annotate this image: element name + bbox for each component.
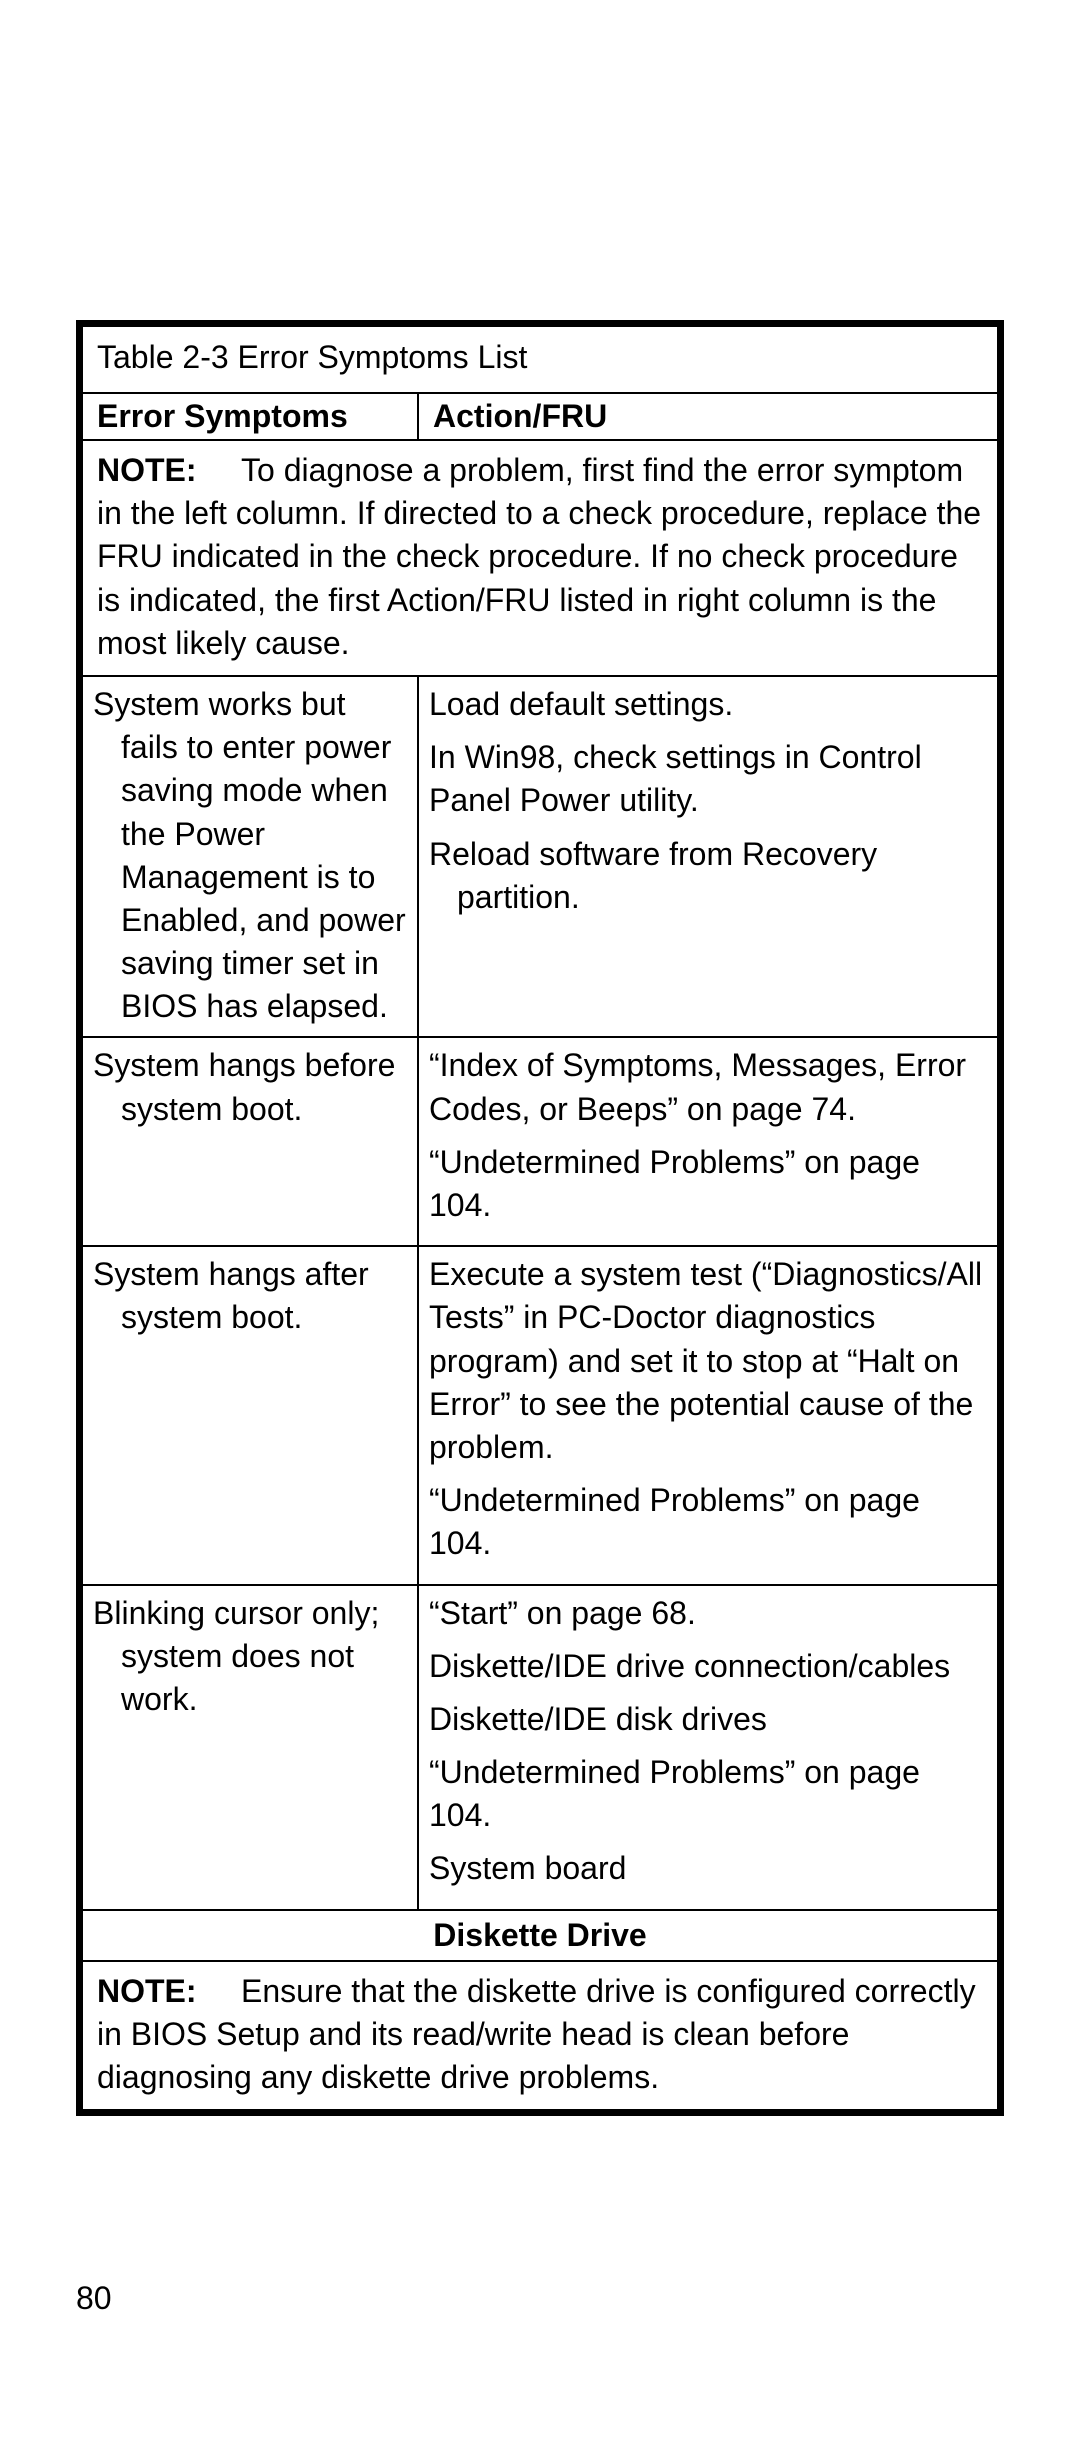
symptom-cell: System works but fails to enter power sa… [83,675,417,1037]
page-content: Table 2-3 Error Symptoms List Error Symp… [76,320,1004,2116]
subheading-diskette-drive: Diskette Drive [83,1909,997,1960]
note-2-text: Ensure that the diskette drive is config… [97,1973,976,2095]
action-item: Load default settings. [429,683,987,726]
subheading-row: Diskette Drive [83,1909,997,1960]
action-item: “Undetermined Problems” on page 104. [429,1751,987,1837]
note-1-label: NOTE: [97,452,197,488]
symptom-cell: System hangs after system boot. [83,1245,417,1583]
note-1-text: To diagnose a problem, first find the er… [97,452,981,661]
note-1-cell: NOTE: To diagnose a problem, first find … [83,441,997,675]
header-action-fru: Action/FRU [417,392,997,441]
action-item: Diskette/IDE drive connection/cables [429,1645,987,1688]
table-caption: Table 2-3 Error Symptoms List [83,327,997,392]
action-item: “Index of Symptoms, Messages, Error Code… [429,1044,987,1130]
action-cell: Load default settings. In Win98, check s… [417,675,997,1037]
note-2-cell: NOTE: Ensure that the diskette drive is … [83,1960,997,2110]
note-row-2: NOTE: Ensure that the diskette drive is … [83,1960,997,2110]
action-cell: “Start” on page 68. Diskette/IDE drive c… [417,1584,997,1909]
symptom-text: System hangs before system boot. [93,1044,407,1130]
action-item: Execute a system test (“Diagnostics/All … [429,1253,987,1469]
note-2-label: NOTE: [97,1973,197,2009]
action-item: System board [429,1847,987,1890]
symptom-text: System hangs after system boot. [93,1253,407,1339]
page-number: 80 [76,2280,112,2317]
action-item: “Undetermined Problems” on page 104. [429,1479,987,1565]
symptom-cell: Blinking cursor only; system does not wo… [83,1584,417,1909]
action-cell: “Index of Symptoms, Messages, Error Code… [417,1036,997,1245]
symptom-text: System works but fails to enter power sa… [93,683,407,1029]
error-symptoms-table: Table 2-3 Error Symptoms List Error Symp… [76,320,1004,2116]
action-item: In Win98, check settings in Control Pane… [429,736,987,822]
action-item: Reload software from Recovery partition. [429,833,987,919]
table-row: System hangs after system boot. Execute … [83,1245,997,1583]
table-row: System works but fails to enter power sa… [83,675,997,1037]
note-row-1: NOTE: To diagnose a problem, first find … [83,441,997,675]
table-caption-row: Table 2-3 Error Symptoms List [83,327,997,392]
symptom-cell: System hangs before system boot. [83,1036,417,1245]
action-item: Diskette/IDE disk drives [429,1698,987,1741]
action-item: “Undetermined Problems” on page 104. [429,1141,987,1227]
symptom-text: Blinking cursor only; system does not wo… [93,1592,407,1722]
table-row: Blinking cursor only; system does not wo… [83,1584,997,1909]
action-cell: Execute a system test (“Diagnostics/All … [417,1245,997,1583]
action-item: “Start” on page 68. [429,1592,987,1635]
table-header-row: Error Symptoms Action/FRU [83,392,997,441]
header-error-symptoms: Error Symptoms [83,392,417,441]
table-row: System hangs before system boot. “Index … [83,1036,997,1245]
